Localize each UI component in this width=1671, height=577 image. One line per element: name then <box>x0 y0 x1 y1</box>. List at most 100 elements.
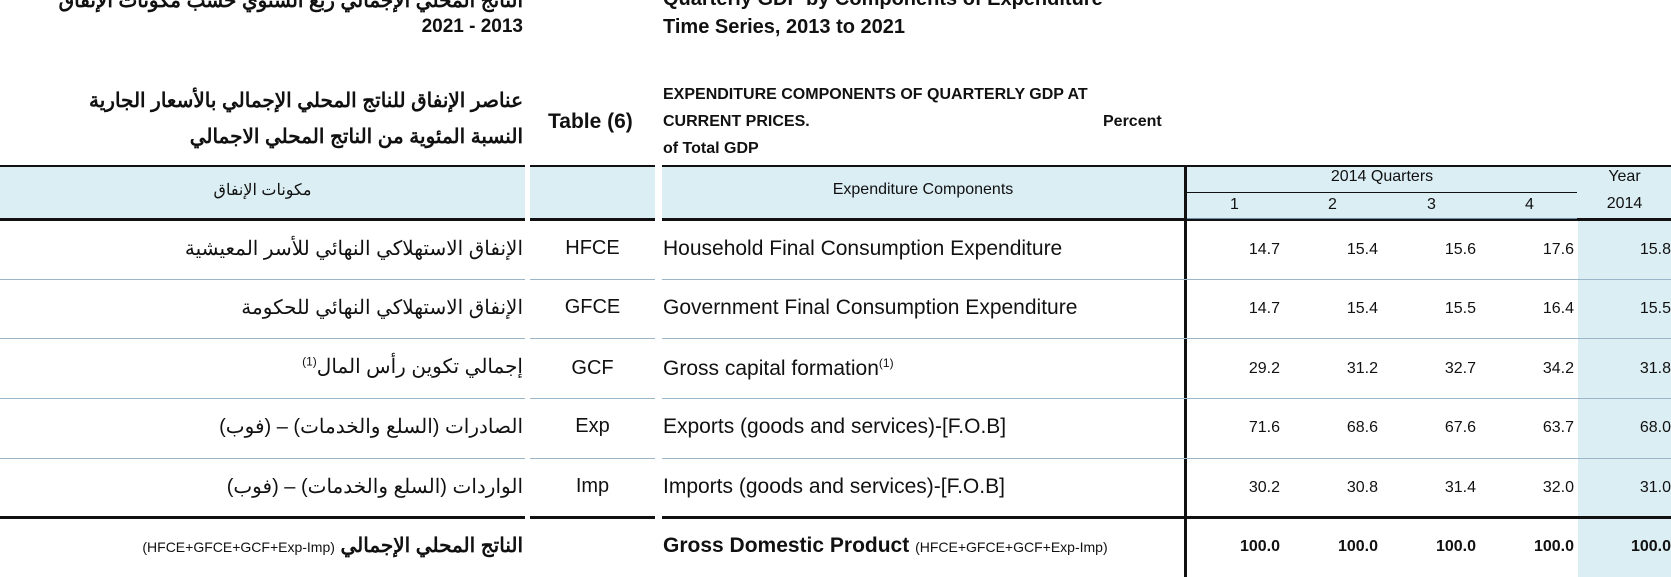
row-english-gcf: Gross capital formation(1) <box>663 356 894 381</box>
quarter-header-2: 2 <box>1328 196 1337 213</box>
rule <box>0 165 525 167</box>
row-arabic-gfce: الإنفاق الاستهلاكي النهائي للحكومة <box>241 297 523 319</box>
cell-gfce-q3: 15.5 <box>1444 300 1476 317</box>
rule <box>1187 218 1577 219</box>
row-arabic-gcf-text: إجمالي تكوين رأس المال <box>316 356 523 378</box>
row-code-gcf: GCF <box>571 357 614 379</box>
total-english-label: Gross Domestic Product <box>663 534 910 557</box>
cell-gcf-q2: 31.2 <box>1346 360 1378 377</box>
cell-imp-q1: 30.2 <box>1248 479 1280 496</box>
year-column-shade <box>1578 166 1671 577</box>
cell-hfce-year: 15.8 <box>1639 241 1671 258</box>
cell-hfce-q4: 17.6 <box>1542 241 1574 258</box>
row-separator <box>530 398 655 399</box>
column-header-year: Year <box>1608 168 1641 185</box>
cell-imp-q3: 31.4 <box>1444 479 1476 496</box>
total-rule <box>0 516 525 519</box>
cell-imp-year: 31.0 <box>1639 479 1671 496</box>
table-title-english-line3: of Total GDP <box>663 140 759 157</box>
rule <box>662 218 1671 221</box>
row-separator <box>0 458 525 459</box>
row-separator <box>0 279 525 280</box>
cell-gcf-year: 31.8 <box>1639 360 1671 377</box>
cell-hfce-q3: 15.6 <box>1444 241 1476 258</box>
footnote-marker: (1) <box>878 356 894 370</box>
row-separator <box>530 458 655 459</box>
row-separator <box>662 338 1671 339</box>
row-separator <box>530 338 655 339</box>
row-code-exp: Exp <box>575 415 610 437</box>
table-number: Table (6) <box>548 110 633 133</box>
cell-gcf-q1: 29.2 <box>1248 360 1280 377</box>
column-header-english: Expenditure Components <box>832 181 1014 198</box>
row-arabic-hfce: الإنفاق الاستهلاكي النهائي للأسر المعيشي… <box>184 238 523 260</box>
cell-gfce-q4: 16.4 <box>1542 300 1574 317</box>
cell-gfce-q1: 14.7 <box>1248 300 1280 317</box>
cell-exp-q2: 68.6 <box>1346 419 1378 436</box>
total-arabic-label: الناتج المحلي الإجمالي <box>340 535 523 557</box>
table-subtitle-arabic: النسبة المئوية من الناتج المحلي الاجمالي <box>189 126 523 148</box>
cell-imp-q4: 32.0 <box>1542 479 1574 496</box>
quarter-header-1: 1 <box>1230 196 1239 213</box>
top-title-arabic-years: 2021 - 2013 <box>421 16 523 37</box>
row-code-hfce: HFCE <box>565 237 620 259</box>
column-header-year-value: 2014 <box>1606 195 1643 212</box>
total-rule <box>662 516 1671 519</box>
row-arabic-exp: الصادرات (السلع والخدمات) – (فوب) <box>219 416 523 438</box>
row-english-gcf-text: Gross capital formation <box>663 357 879 380</box>
row-separator <box>530 279 655 280</box>
cell-hfce-q2: 15.4 <box>1346 241 1378 258</box>
rule <box>1187 192 1577 193</box>
top-title-english: Quarterly GDP by Components of Expenditu… <box>663 0 1103 11</box>
total-english: Gross Domestic Product (HFCE+GFCE+GCF+Ex… <box>663 534 1108 558</box>
row-separator <box>0 398 525 399</box>
table-title-english: EXPENDITURE COMPONENTS OF QUARTERLY GDP … <box>663 86 1088 103</box>
row-english-hfce: Household Final Consumption Expenditure <box>663 237 1063 260</box>
cell-gdp-q1: 100.0 <box>1239 538 1280 555</box>
row-english-exp: Exports (goods and services)-[F.O.B] <box>663 415 1007 438</box>
rule <box>662 165 1671 167</box>
table-title-english-line2: CURRENT PRICES. <box>663 113 810 130</box>
header-band-code <box>530 166 655 219</box>
column-divider <box>1184 166 1187 577</box>
quarter-header-4: 4 <box>1525 196 1534 213</box>
table-title-arabic: عناصر الإنفاق للناتج المحلي الإجمالي بال… <box>89 90 523 112</box>
row-separator <box>662 458 1671 459</box>
header-band-arabic <box>0 166 525 219</box>
cell-exp-q3: 67.6 <box>1444 419 1476 436</box>
top-subtitle-english: Time Series, 2013 to 2021 <box>663 16 906 38</box>
cell-gfce-year: 15.5 <box>1639 300 1671 317</box>
row-separator <box>0 338 525 339</box>
cell-gdp-q4: 100.0 <box>1533 538 1574 555</box>
cell-exp-q4: 63.7 <box>1542 419 1574 436</box>
footnote-marker: (1) <box>302 354 317 369</box>
row-separator <box>662 398 1671 399</box>
row-code-imp: Imp <box>575 475 610 497</box>
row-english-gfce: Government Final Consumption Expenditure <box>663 296 1078 319</box>
cell-gdp-q3: 100.0 <box>1435 538 1476 555</box>
cell-hfce-q1: 14.7 <box>1248 241 1280 258</box>
column-header-quarters: 2014 Quarters <box>1330 168 1434 185</box>
cell-exp-q1: 71.6 <box>1248 419 1280 436</box>
rule <box>530 165 655 167</box>
cell-gcf-q4: 34.2 <box>1542 360 1574 377</box>
cell-gfce-q2: 15.4 <box>1346 300 1378 317</box>
table-unit-label: Percent <box>1103 113 1162 130</box>
rule <box>530 218 655 221</box>
total-english-formula: (HFCE+GFCE+GCF+Exp-Imp) <box>915 539 1108 555</box>
cell-exp-year: 68.0 <box>1639 419 1671 436</box>
column-header-arabic: مكونات الإنفاق <box>213 182 312 199</box>
cell-gdp-q2: 100.0 <box>1337 538 1378 555</box>
total-arabic-formula: (HFCE+GFCE+GCF+Exp-Imp) <box>142 539 335 555</box>
row-arabic-imp: الواردات (السلع والخدمات) – (فوب) <box>226 476 523 498</box>
total-arabic: الناتج المحلي الإجمالي (HFCE+GFCE+GCF+Ex… <box>142 533 523 558</box>
rule <box>0 218 525 221</box>
cell-imp-q2: 30.8 <box>1346 479 1378 496</box>
quarter-header-3: 3 <box>1427 196 1436 213</box>
total-rule <box>530 516 655 519</box>
row-arabic-gcf: إجمالي تكوين رأس المال(1) <box>302 354 523 379</box>
cell-gcf-q3: 32.7 <box>1444 360 1476 377</box>
row-english-imp: Imports (goods and services)-[F.O.B] <box>663 475 1005 498</box>
row-separator <box>662 279 1671 280</box>
top-title-arabic: الناتج المحلي الإجمالي ربع السنوي حسب مك… <box>58 0 523 12</box>
